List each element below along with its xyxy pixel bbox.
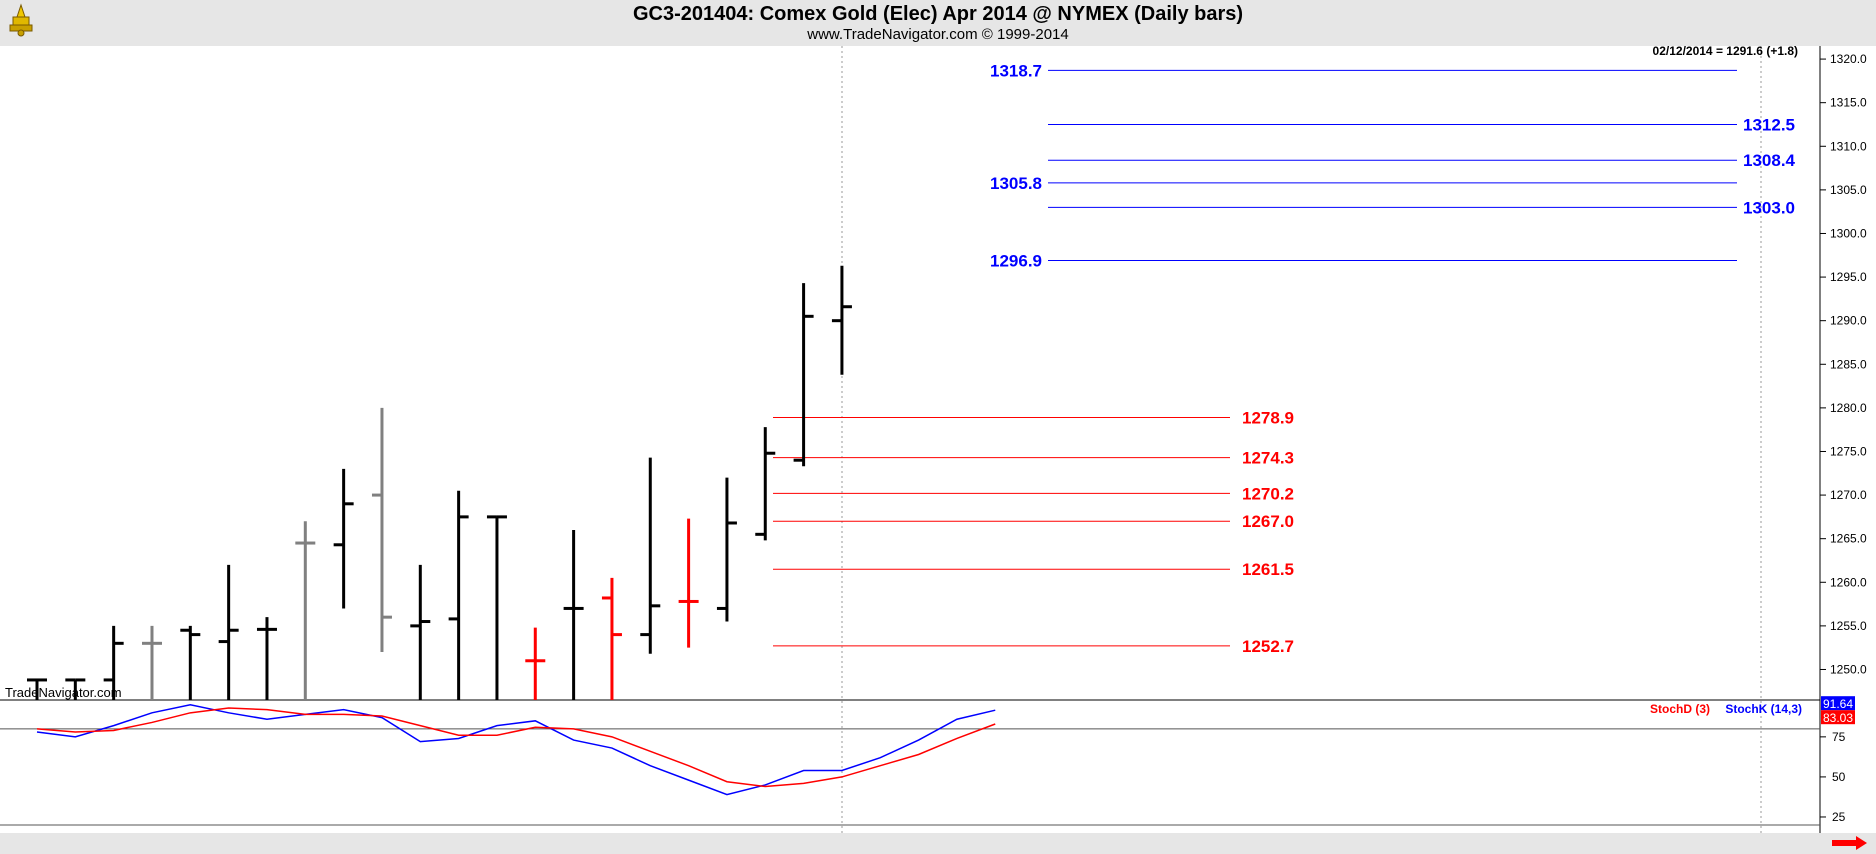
y-tick-label: 1275.0 xyxy=(1830,444,1867,458)
y-tick-label: 1320.0 xyxy=(1830,52,1867,66)
resistance-label: 1296.9 xyxy=(990,252,1042,271)
resistance-label: 1303.0 xyxy=(1743,198,1795,217)
y-tick-label: 1270.0 xyxy=(1830,488,1867,502)
y-tick-label: 1280.0 xyxy=(1830,401,1867,415)
next-arrow-icon[interactable] xyxy=(1832,836,1868,850)
y-tick-label: 1310.0 xyxy=(1830,139,1867,153)
y-tick-label: 1290.0 xyxy=(1830,314,1867,328)
chart-footer xyxy=(0,833,1876,854)
y-tick-label: 1250.0 xyxy=(1830,662,1867,676)
legend-stochd: StochD (3) xyxy=(1650,702,1710,716)
y-tick-label: 1285.0 xyxy=(1830,357,1867,371)
stoch-d-badge xyxy=(1821,710,1855,725)
resistance-label: 1305.8 xyxy=(990,174,1042,193)
stoch-d-value: 83.03 xyxy=(1823,711,1853,725)
tradenavigator-logo-icon[interactable] xyxy=(4,3,38,37)
support-label: 1270.2 xyxy=(1242,484,1294,503)
resistance-label: 1318.7 xyxy=(990,61,1042,80)
support-label: 1252.7 xyxy=(1242,637,1294,656)
y-tick-label: 1255.0 xyxy=(1830,619,1867,633)
chart-header: GC3-201404: Comex Gold (Elec) Apr 2014 @… xyxy=(0,0,1876,46)
support-label: 1267.0 xyxy=(1242,512,1294,531)
stoch-y-tick-label: 25 xyxy=(1832,810,1846,824)
y-tick-label: 1265.0 xyxy=(1830,532,1867,546)
support-label: 1278.9 xyxy=(1242,408,1294,427)
stoch-d-line xyxy=(36,707,996,788)
y-tick-label: 1295.0 xyxy=(1830,270,1867,284)
last-bar-readout: 02/12/2014 = 1291.6 (+1.8) xyxy=(1653,44,1798,58)
stoch-y-tick-label: 75 xyxy=(1832,730,1846,744)
chart-title: GC3-201404: Comex Gold (Elec) Apr 2014 @… xyxy=(632,3,1244,25)
stoch-y-tick-label: 50 xyxy=(1832,770,1846,784)
stoch-k-line xyxy=(36,704,996,796)
y-tick-label: 1305.0 xyxy=(1830,183,1867,197)
stoch-k-badge xyxy=(1821,696,1855,711)
stoch-k-value: 91.64 xyxy=(1823,697,1853,711)
chart-subtitle: www.TradeNavigator.com © 1999-2014 xyxy=(807,26,1069,43)
legend-stochk: StochK (14,3) xyxy=(1725,702,1802,716)
support-label: 1274.3 xyxy=(1242,449,1294,468)
support-label: 1261.5 xyxy=(1242,560,1294,579)
resistance-label: 1308.4 xyxy=(1743,151,1796,170)
resistance-label: 1312.5 xyxy=(1743,115,1795,134)
y-tick-label: 1260.0 xyxy=(1830,575,1867,589)
watermark: TradeNavigator.com xyxy=(5,685,122,700)
y-tick-label: 1300.0 xyxy=(1830,226,1867,240)
y-tick-label: 1315.0 xyxy=(1830,96,1867,110)
